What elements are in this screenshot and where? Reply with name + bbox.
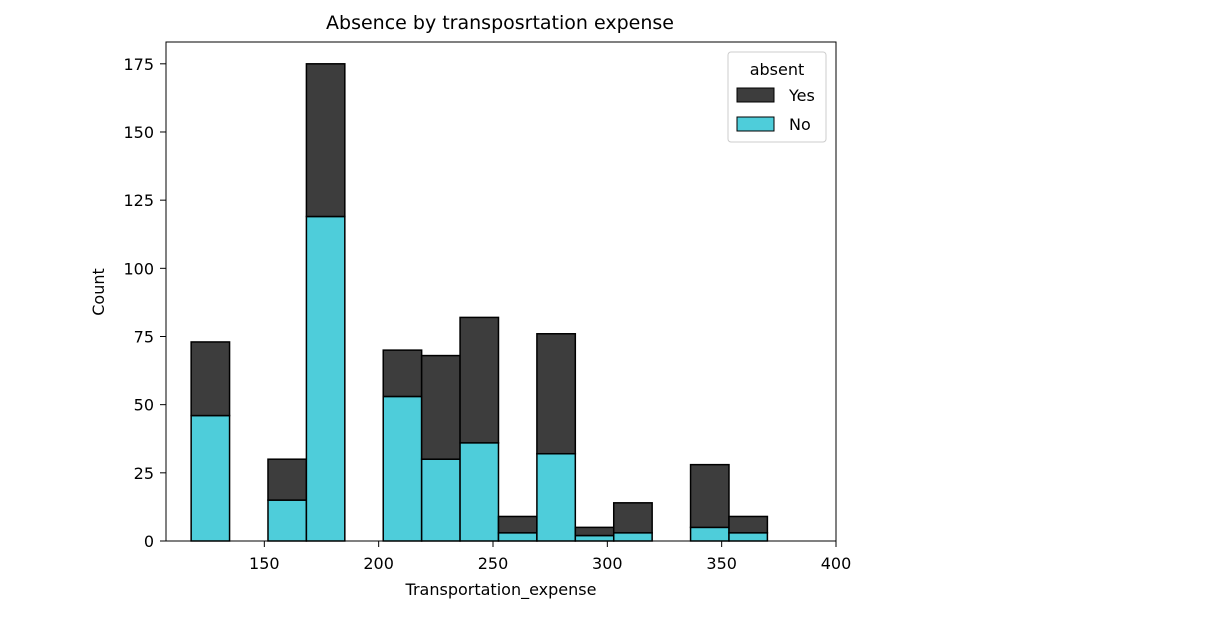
bar-yes-14: [728, 515, 769, 534]
bar-yes-8: [497, 515, 538, 534]
plot-frame: [165, 41, 837, 542]
y-tick-label: 175: [123, 55, 154, 74]
bar-yes-11: [612, 502, 653, 534]
bar-yes-5: [382, 349, 423, 398]
y-tick-label: 75: [134, 327, 154, 346]
x-tick-label: 250: [478, 554, 509, 573]
bar-no-6: [420, 458, 461, 542]
bar-yes-10: [574, 526, 615, 537]
x-tick-label: 300: [592, 554, 623, 573]
bars-layer: [190, 63, 769, 542]
x-axis-label: Transportation_expense: [405, 580, 597, 600]
y-tick-label: 0: [144, 532, 154, 551]
bar-yes-9: [536, 333, 577, 455]
y-tick-label: 100: [123, 259, 154, 278]
y-tick-label: 125: [123, 191, 154, 210]
bar-no-0: [190, 414, 231, 542]
legend-swatch-yes: [736, 87, 775, 103]
y-axis: 0 25 50 75 100 125 150 175: [123, 55, 166, 551]
bar-yes-2: [267, 458, 308, 501]
bar-no-8: [497, 532, 538, 542]
x-tick-label: 150: [249, 554, 280, 573]
x-tick-label: 400: [821, 554, 852, 573]
bar-no-2: [267, 499, 308, 542]
x-axis: 150 200 250 300 350 400: [249, 541, 851, 573]
bar-no-10: [574, 534, 615, 542]
bar-no-5: [382, 395, 423, 542]
bar-yes-0: [190, 341, 231, 417]
bar-no-7: [459, 442, 500, 542]
legend: absent Yes No: [727, 51, 827, 143]
bar-no-9: [536, 452, 577, 542]
legend-title: absent: [750, 60, 805, 79]
bar-yes-6: [420, 354, 461, 460]
chart-title: Absence by transposrtation expense: [326, 12, 674, 34]
bar-yes-13: [689, 463, 730, 529]
x-tick-label: 200: [363, 554, 394, 573]
bar-yes-7: [459, 316, 500, 444]
bar-no-13: [689, 526, 730, 542]
y-axis-label: Count: [89, 268, 108, 316]
y-tick-label: 25: [134, 464, 154, 483]
bar-no-3: [305, 215, 346, 542]
legend-label-yes: Yes: [788, 86, 815, 105]
bar-no-11: [612, 532, 653, 542]
x-tick-label: 350: [706, 554, 737, 573]
bar-no-14: [728, 532, 769, 542]
legend-swatch-no: [736, 116, 775, 132]
y-tick-label: 50: [134, 396, 154, 415]
y-tick-label: 150: [123, 123, 154, 142]
bar-yes-3: [305, 63, 346, 218]
legend-label-no: No: [789, 115, 811, 134]
